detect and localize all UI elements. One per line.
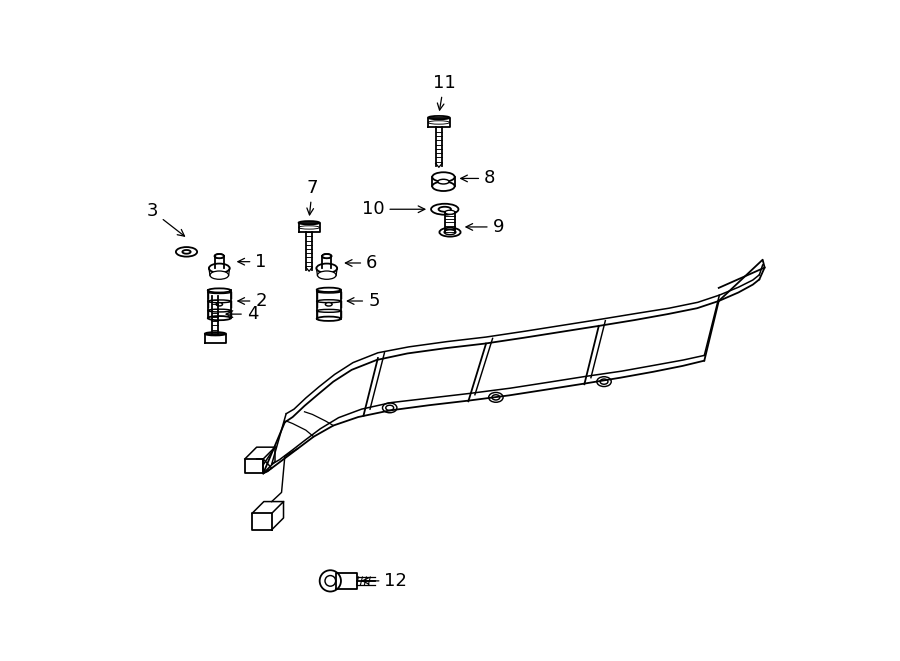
Ellipse shape xyxy=(216,303,222,306)
Ellipse shape xyxy=(600,379,608,384)
Ellipse shape xyxy=(317,264,338,273)
Ellipse shape xyxy=(317,299,341,303)
Ellipse shape xyxy=(317,288,341,292)
Ellipse shape xyxy=(322,254,331,258)
Ellipse shape xyxy=(208,316,230,320)
Ellipse shape xyxy=(210,271,229,280)
Ellipse shape xyxy=(432,173,454,182)
Text: 10: 10 xyxy=(362,200,425,218)
Text: 9: 9 xyxy=(466,218,504,236)
Ellipse shape xyxy=(208,309,230,312)
Text: 6: 6 xyxy=(346,254,377,272)
Ellipse shape xyxy=(439,228,461,237)
Text: 11: 11 xyxy=(433,74,455,110)
Circle shape xyxy=(325,576,336,586)
Ellipse shape xyxy=(208,291,230,293)
Ellipse shape xyxy=(445,210,455,214)
Ellipse shape xyxy=(215,254,224,258)
Text: 2: 2 xyxy=(238,292,266,310)
Ellipse shape xyxy=(438,207,451,212)
Text: 12: 12 xyxy=(363,572,408,590)
Ellipse shape xyxy=(431,204,458,215)
Ellipse shape xyxy=(205,332,226,335)
Ellipse shape xyxy=(428,116,450,120)
Ellipse shape xyxy=(445,230,455,235)
Ellipse shape xyxy=(317,309,341,312)
Text: 4: 4 xyxy=(226,305,258,323)
Text: 1: 1 xyxy=(238,253,266,270)
Ellipse shape xyxy=(492,395,500,400)
Circle shape xyxy=(320,570,341,592)
Ellipse shape xyxy=(317,290,341,293)
Text: 5: 5 xyxy=(347,292,380,310)
Ellipse shape xyxy=(208,288,230,293)
Text: 8: 8 xyxy=(461,169,496,188)
Ellipse shape xyxy=(317,317,341,321)
Ellipse shape xyxy=(489,393,503,403)
Text: 3: 3 xyxy=(147,202,184,236)
Ellipse shape xyxy=(597,377,611,387)
Ellipse shape xyxy=(299,221,320,224)
Text: 7: 7 xyxy=(307,178,318,215)
Ellipse shape xyxy=(382,403,397,412)
Ellipse shape xyxy=(208,300,230,303)
Ellipse shape xyxy=(209,264,230,273)
Ellipse shape xyxy=(215,254,224,258)
Ellipse shape xyxy=(183,250,191,254)
Ellipse shape xyxy=(437,179,449,184)
Ellipse shape xyxy=(326,303,332,306)
Ellipse shape xyxy=(432,182,454,191)
Ellipse shape xyxy=(386,405,393,410)
Ellipse shape xyxy=(176,247,197,256)
Ellipse shape xyxy=(318,271,336,280)
Ellipse shape xyxy=(322,254,331,258)
